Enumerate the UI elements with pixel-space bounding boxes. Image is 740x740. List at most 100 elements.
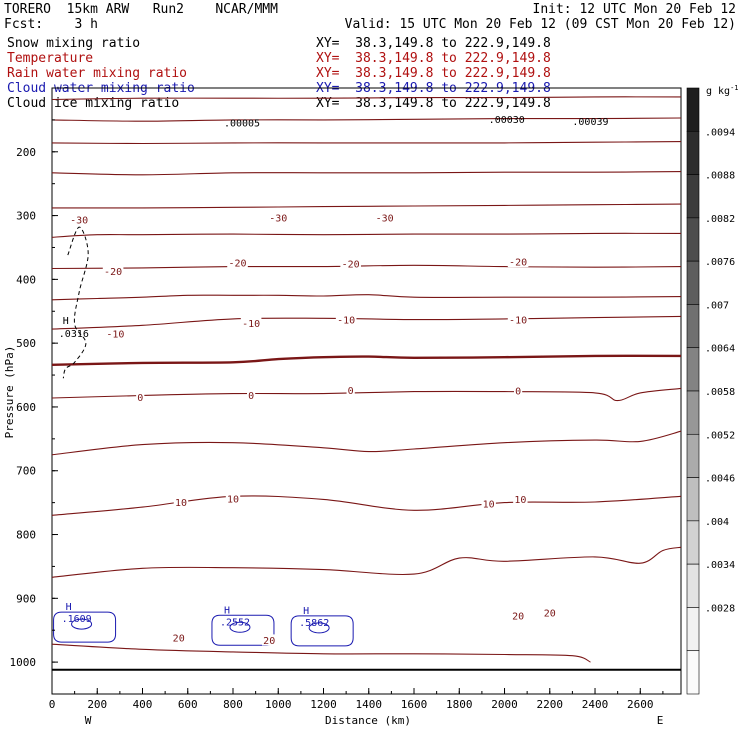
temperature-label-bg [247,389,256,401]
temperature-label: 20 [544,608,556,619]
temperature-label: 10 [227,494,239,505]
x-tick-label: 1200 [310,698,337,711]
colorbar-tick-label: .0088 [705,171,735,182]
colorbar-bin [686,260,700,305]
temperature-label: 10 [175,498,187,509]
cloud-water-maximum-marker: H [224,605,230,616]
x-tick-label: 1000 [265,698,292,711]
maxima-marks: H.0316.00005.00030.00039H.1609H.2552H.58… [59,115,609,629]
y-tick-label: 200 [16,146,36,159]
temperature-labels: -30 -30 -30 -20 -20 -20 -20 -10 -10 -10 -10 0 0 0 0 10 1… [68,212,557,647]
temperature-label: 10 [514,495,526,506]
temperature-contour [51,96,682,101]
colorbar-tick-label: .0052 [705,430,735,441]
temperature-contour [51,430,682,456]
x-tick-label: 2400 [582,698,609,711]
temperature-label: 0 [348,386,354,397]
colorbar-bin [686,304,700,349]
x-tick-label: 0 [49,698,56,711]
colorbar-bin [686,650,700,695]
temperature-label-bg [105,328,126,340]
upper-level-label: .00039 [572,117,608,128]
temperature-contour [51,294,682,301]
temperature-contour [51,171,682,176]
cloud-water-maximum-value: .2552 [220,617,250,628]
figure-header: TORERO 15km ARW Run2 NCAR/MMM Init: 12 U… [4,2,736,111]
ice-maximum-value: .0316 [59,329,89,340]
colorbar-bin [686,607,700,652]
plot-area: -30 -30 -30 -20 -20 -20 -20 -10 -10 -10 -10 0 0 0 0 10 1… [10,87,682,711]
y-tick-label: 1000 [10,656,37,669]
cloud-water-inner-contour [308,622,330,634]
temperature-contour [51,354,682,366]
temperature-label: -20 [229,258,247,269]
temperature-label: -10 [242,319,260,330]
temperature-contour [51,546,682,578]
field-list: Snow mixing ratio XY= 38.3,149.8 to 222.9… [7,36,551,111]
init-time: Init: 12 UTC Mon 20 Feb 12 [533,2,737,17]
temperature-label: 10 [483,499,495,510]
temperature-contour [51,203,682,209]
cloud-water-maximum-marker: H [66,602,72,613]
colorbar-bin [686,174,700,219]
temperature-label-bg [136,391,145,403]
y-tick-label: 500 [16,337,36,350]
x-tick-label: 200 [87,698,107,711]
field-section-coords: XY= 38.3,149.8 to 222.9,149.8 [316,66,551,81]
y-tick-label: 300 [16,210,36,223]
colorbar-bin [686,390,700,435]
temperature-label-bg [225,492,241,504]
x-tick-label: 400 [133,698,153,711]
temperature-contour [51,643,591,663]
field-section-coords: XY= 38.3,149.8 to 222.9,149.8 [316,51,551,66]
temperature-label: 20 [512,612,524,623]
colorbar-tick-label: .0058 [705,387,735,398]
temperature-contours [51,96,682,663]
forecast-hour: Fcst: 3 h [4,17,98,32]
temperature-label-bg [507,256,529,268]
x-axis: 0 200 400 600 800 1000 1200 1400 1600 1800 2000 220… [49,688,664,711]
temperature-label-bg [173,496,189,508]
temperature-label: -30 [70,216,88,227]
x-tick-label: 1800 [446,698,473,711]
temperature-contour [51,315,682,330]
colorbar-tick-label: .004 [705,517,729,528]
y-tick-label: 800 [16,529,36,542]
east-endpoint-label: E [657,714,664,727]
colorbar-bin [686,347,700,392]
model-run-title: TORERO 15km ARW Run2 NCAR/MMM [4,2,278,17]
temperature-label-bg [68,214,90,226]
temperature-label: -30 [376,214,394,225]
temperature-label-bg [346,384,355,396]
ice-contour [62,226,89,379]
cloud-water-contour [290,615,354,647]
temperature-contour [51,264,682,270]
y-tick-label: 700 [16,465,36,478]
temperature-label: -10 [509,316,527,327]
temperature-label: 0 [515,387,521,398]
field-section-coords: XY= 38.3,149.8 to 222.9,149.8 [316,96,551,111]
field-name: Cloud ice mixing ratio [7,96,179,111]
x-tick-label: 800 [223,698,243,711]
colorbar-bin [686,520,700,565]
colorbar: .0094 .0088 .0082 .0076 .007 .0064 .0058 .0052.… [686,87,735,695]
temperature-label: -20 [509,258,527,269]
temperature-label: -10 [337,316,355,327]
y-axis-title: Pressure (hPa) [3,346,16,439]
temperature-label: -30 [269,214,287,225]
ice-contours [62,226,89,379]
temperature-label-bg [513,385,523,396]
colorbar-tick-label: .0028 [705,603,735,614]
x-tick-label: 1400 [356,698,383,711]
west-endpoint-label: W [85,714,92,727]
y-tick-label: 400 [16,273,36,286]
colorbar-unit: g kg-1 [706,84,739,97]
y-tick-label: 600 [16,401,36,414]
field-name: Rain water mixing ratio [7,66,187,81]
temperature-label: 0 [137,393,143,404]
temperature-contour [51,387,682,402]
cloud-water-inner-contour [229,621,251,633]
temperature-label-bg [171,631,186,643]
temperature-label: 20 [263,636,275,647]
